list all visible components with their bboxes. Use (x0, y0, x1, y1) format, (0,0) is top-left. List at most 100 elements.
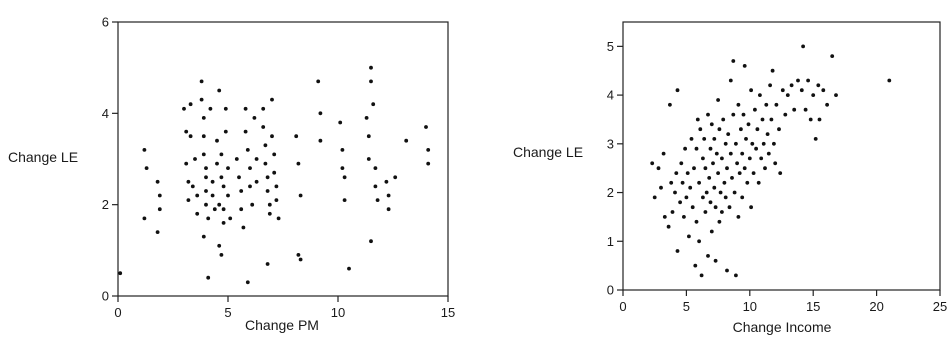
data-point-income-80 (739, 127, 743, 132)
data-point-income-130 (825, 102, 829, 107)
data-point-income-32 (698, 127, 703, 132)
data-point-pm-103 (373, 184, 378, 189)
data-point-pm-68 (263, 143, 268, 148)
data-point-pm-16 (193, 157, 197, 161)
data-point-income-29 (695, 117, 700, 122)
data-point-income-22 (688, 185, 693, 190)
data-point-income-66 (726, 132, 731, 137)
data-point-pm-107 (386, 193, 391, 198)
data-point-income-98 (758, 93, 762, 97)
data-point-pm-87 (316, 79, 321, 84)
data-point-income-129 (821, 88, 826, 93)
data-point-income-91 (749, 205, 753, 210)
data-point-income-73 (732, 190, 737, 195)
data-point-income-23 (689, 137, 694, 141)
data-point-pm-61 (250, 202, 255, 207)
data-point-income-52 (714, 151, 719, 156)
data-point-income-78 (736, 215, 741, 219)
data-point-income-90 (749, 88, 753, 93)
data-point-pm-13 (188, 102, 193, 107)
data-point-pm-18 (195, 211, 200, 216)
data-point-income-44 (708, 146, 713, 151)
data-point-pm-77 (272, 170, 277, 175)
data-point-pm-11 (186, 179, 191, 184)
data-point-pm-5 (157, 193, 162, 198)
y-tick-label-pm-0: 0 (102, 289, 109, 304)
data-point-income-123 (806, 78, 810, 83)
data-point-income-35 (701, 195, 705, 200)
data-point-income-102 (763, 166, 767, 171)
data-point-income-55 (717, 219, 722, 224)
data-point-pm-30 (208, 106, 213, 111)
data-point-pm-27 (204, 202, 208, 207)
data-point-pm-59 (248, 166, 252, 171)
data-point-pm-58 (245, 148, 250, 152)
data-point-pm-64 (254, 179, 259, 184)
data-point-income-118 (792, 107, 797, 112)
data-point-income-28 (694, 219, 699, 224)
data-point-pm-31 (206, 275, 211, 280)
data-point-pm-41 (219, 175, 224, 180)
x-axis-label-income: Change Income (733, 319, 832, 335)
y-tick-label-income-5: 5 (607, 39, 614, 54)
tick-marks-income (617, 45, 941, 296)
points-income (650, 44, 892, 278)
data-point-pm-39 (217, 243, 222, 248)
data-point-income-82 (740, 195, 745, 200)
data-point-income-81 (740, 151, 745, 156)
data-point-pm-84 (298, 193, 303, 198)
data-point-pm-22 (201, 134, 206, 139)
data-point-income-13 (675, 249, 680, 253)
x-tick-label-income-3: 15 (806, 299, 820, 314)
data-point-income-46 (709, 229, 714, 234)
data-point-pm-51 (234, 157, 239, 161)
data-point-income-108 (770, 68, 775, 73)
data-point-pm-47 (223, 129, 228, 134)
data-point-income-38 (703, 210, 708, 214)
data-point-income-45 (709, 122, 714, 127)
data-point-pm-52 (237, 175, 241, 180)
data-point-income-1 (652, 195, 657, 200)
data-point-income-19 (684, 195, 689, 200)
scatter-chart-pm: 0 5 10 15 0 2 4 6 Change PM Change LE (8, 15, 455, 334)
data-point-income-104 (765, 132, 770, 137)
data-point-income-97 (756, 180, 761, 185)
data-point-income-94 (753, 107, 757, 112)
y-tick-label-income-2: 2 (607, 185, 614, 200)
data-point-income-133 (887, 78, 892, 83)
data-point-income-17 (682, 215, 686, 219)
data-point-income-69 (728, 78, 733, 83)
data-point-pm-23 (201, 152, 206, 157)
data-point-income-47 (711, 161, 715, 166)
data-point-income-16 (680, 180, 685, 185)
data-point-income-20 (685, 171, 690, 176)
data-point-pm-6 (157, 207, 162, 212)
data-point-income-41 (706, 254, 710, 258)
data-point-income-76 (735, 161, 739, 166)
data-point-income-61 (722, 180, 727, 185)
data-point-income-43 (708, 200, 713, 205)
data-point-pm-57 (243, 129, 248, 134)
data-point-pm-60 (248, 184, 252, 189)
data-point-pm-24 (204, 166, 208, 171)
data-point-income-24 (690, 205, 695, 210)
data-point-pm-112 (426, 148, 431, 152)
data-point-income-89 (747, 156, 752, 161)
data-point-pm-14 (188, 134, 193, 139)
data-point-income-84 (742, 166, 747, 171)
y-tick-labels-pm: 0 2 4 6 (102, 15, 109, 304)
x-tick-label-income-4: 20 (869, 299, 883, 314)
data-point-pm-94 (342, 198, 347, 203)
data-point-pm-55 (241, 225, 246, 230)
data-point-income-59 (720, 210, 724, 214)
data-point-income-77 (736, 102, 741, 107)
data-point-pm-33 (210, 193, 215, 198)
data-point-pm-82 (294, 134, 299, 139)
data-point-income-42 (707, 176, 712, 180)
data-point-income-36 (702, 137, 707, 141)
data-point-pm-111 (424, 125, 428, 129)
data-point-pm-70 (265, 175, 270, 180)
x-axis-label-pm: Change PM (245, 317, 319, 333)
data-point-pm-99 (369, 65, 373, 70)
